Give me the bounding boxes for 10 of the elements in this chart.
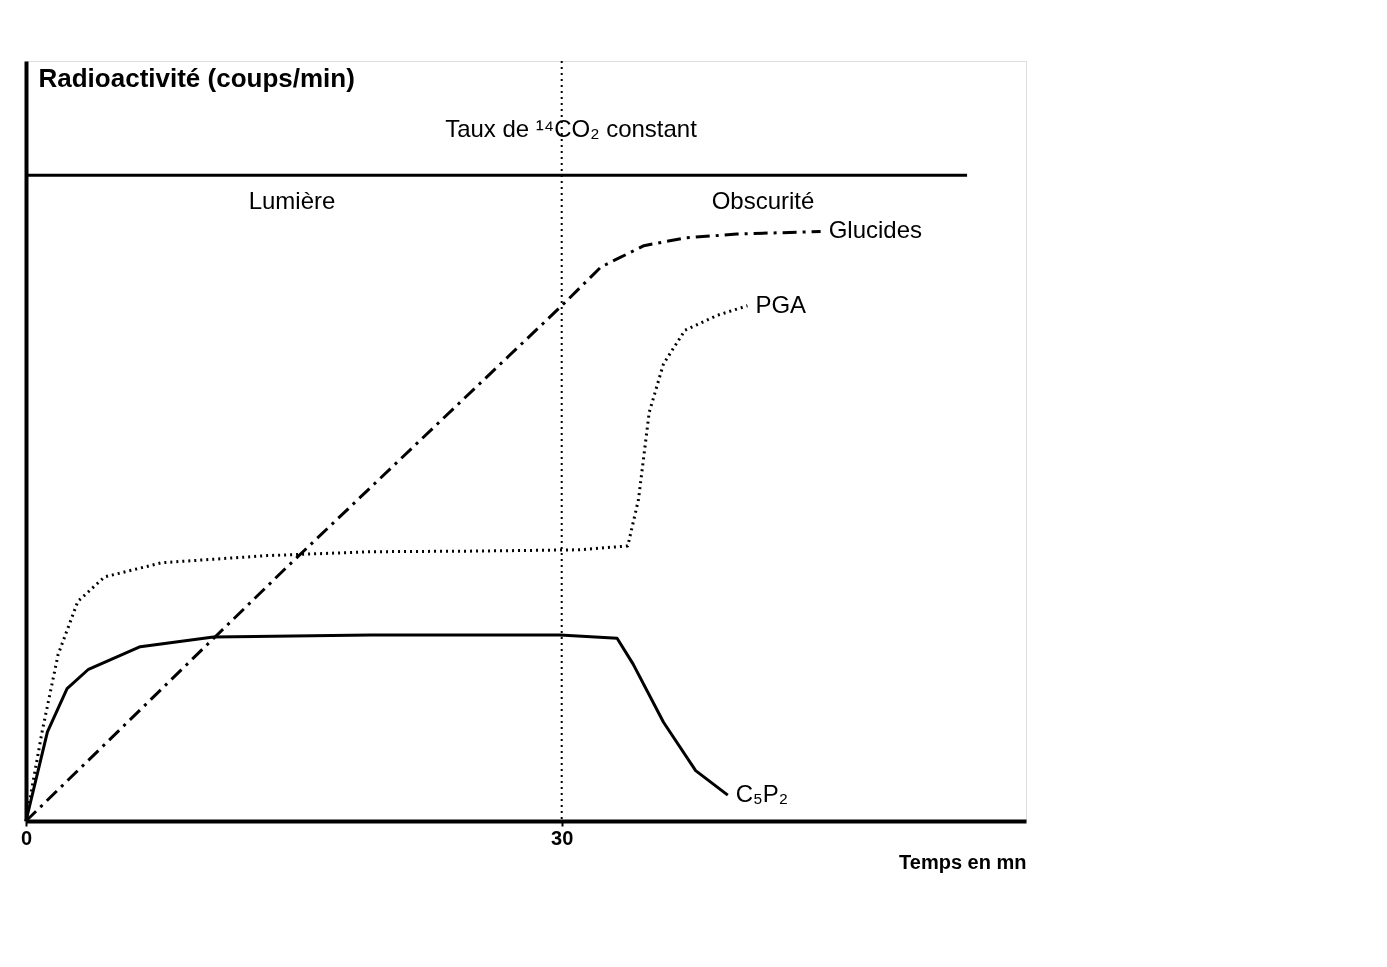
x-tick-label: 0 (20, 826, 33, 849)
x-axis-title: Temps en mn (899, 850, 1027, 873)
x-tick-label: 30 (551, 826, 574, 849)
series-label: C₅P₂ (735, 780, 789, 808)
y-axis-title: Radioactivité (coups/min) (38, 62, 355, 93)
text: Taux de ¹⁴CO₂ constant (445, 115, 698, 142)
series-label: Glucides (828, 216, 923, 244)
series-label: PGA (755, 290, 807, 318)
annotation: Lumière (248, 187, 336, 214)
annotation: Obscurité (711, 187, 815, 214)
